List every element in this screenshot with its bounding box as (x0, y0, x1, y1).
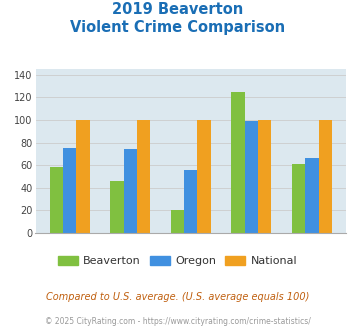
Bar (110, 181, 124, 233)
Bar (197, 120, 211, 233)
Text: Violent Crime Comparison: Violent Crime Comparison (70, 20, 285, 35)
Bar (63, 148, 76, 233)
Bar (171, 210, 184, 233)
Bar (258, 120, 272, 233)
Bar (231, 92, 245, 233)
Bar (137, 120, 150, 233)
Bar (76, 120, 89, 233)
Text: 2019 Beaverton: 2019 Beaverton (112, 2, 243, 16)
Bar (245, 121, 258, 233)
Bar (292, 164, 305, 233)
Bar (184, 170, 197, 233)
Bar (124, 149, 137, 233)
Bar (305, 158, 319, 233)
Text: Compared to U.S. average. (U.S. average equals 100): Compared to U.S. average. (U.S. average … (46, 292, 309, 302)
Legend: Beaverton, Oregon, National: Beaverton, Oregon, National (53, 251, 302, 271)
Bar (50, 167, 63, 233)
Bar (319, 120, 332, 233)
Text: © 2025 CityRating.com - https://www.cityrating.com/crime-statistics/: © 2025 CityRating.com - https://www.city… (45, 317, 310, 326)
